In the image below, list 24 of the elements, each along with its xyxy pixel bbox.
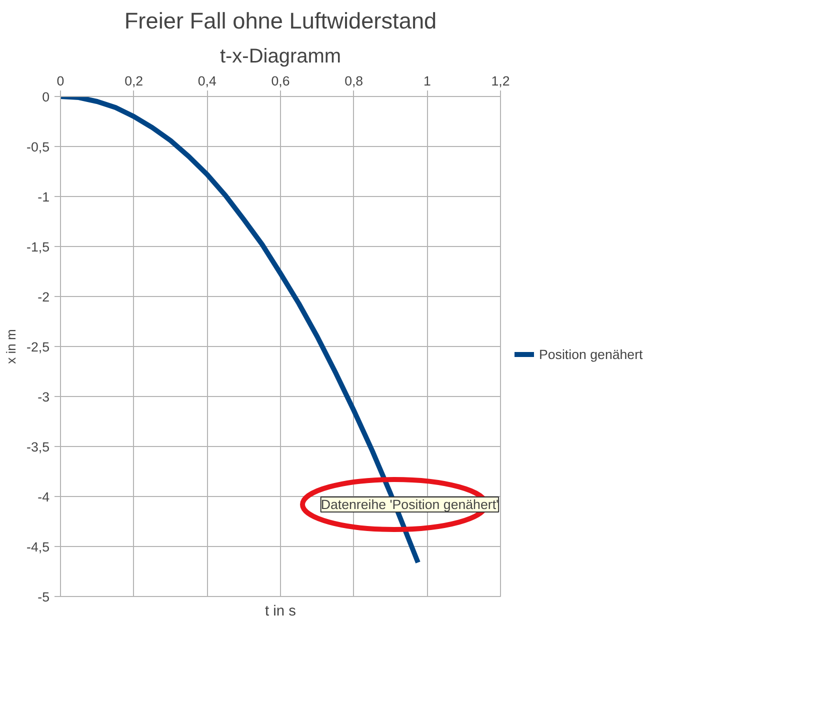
x-tick-label: 1 — [423, 74, 431, 88]
x-tick-label: 0,2 — [124, 74, 144, 88]
x-axis-title: t in s — [265, 604, 296, 620]
y-axis-title: x in m — [4, 329, 19, 364]
y-tick-label: -0,5 — [26, 140, 50, 154]
chart-title: Freier Fall ohne Luftwiderstand — [124, 8, 437, 34]
x-tick-label: 0 — [56, 74, 64, 88]
annotation: Datenreihe 'Position genähert' — [320, 497, 499, 512]
y-tick-label: -4 — [38, 490, 50, 504]
y-tick-label: -2,5 — [26, 340, 50, 354]
y-tick-label: 0 — [42, 90, 50, 104]
y-tick-label: -1 — [38, 190, 50, 204]
y-tick-label: -3 — [38, 390, 50, 404]
y-tick-label: -4,5 — [26, 540, 50, 554]
legend-label: Position genähert — [539, 346, 643, 362]
y-tick-label: -3,5 — [26, 440, 50, 454]
x-tick-label: 0,6 — [271, 74, 290, 88]
y-tick-label: -1,5 — [26, 240, 50, 254]
x-tick-label: 0,4 — [198, 74, 218, 88]
x-tick-label: 1,2 — [491, 74, 510, 88]
chart-subtitle: t-x-Diagramm — [220, 46, 342, 68]
y-tick-label: -2 — [38, 290, 50, 304]
y-tick-label: -5 — [38, 590, 50, 604]
x-tick-label: 0,8 — [344, 74, 364, 88]
